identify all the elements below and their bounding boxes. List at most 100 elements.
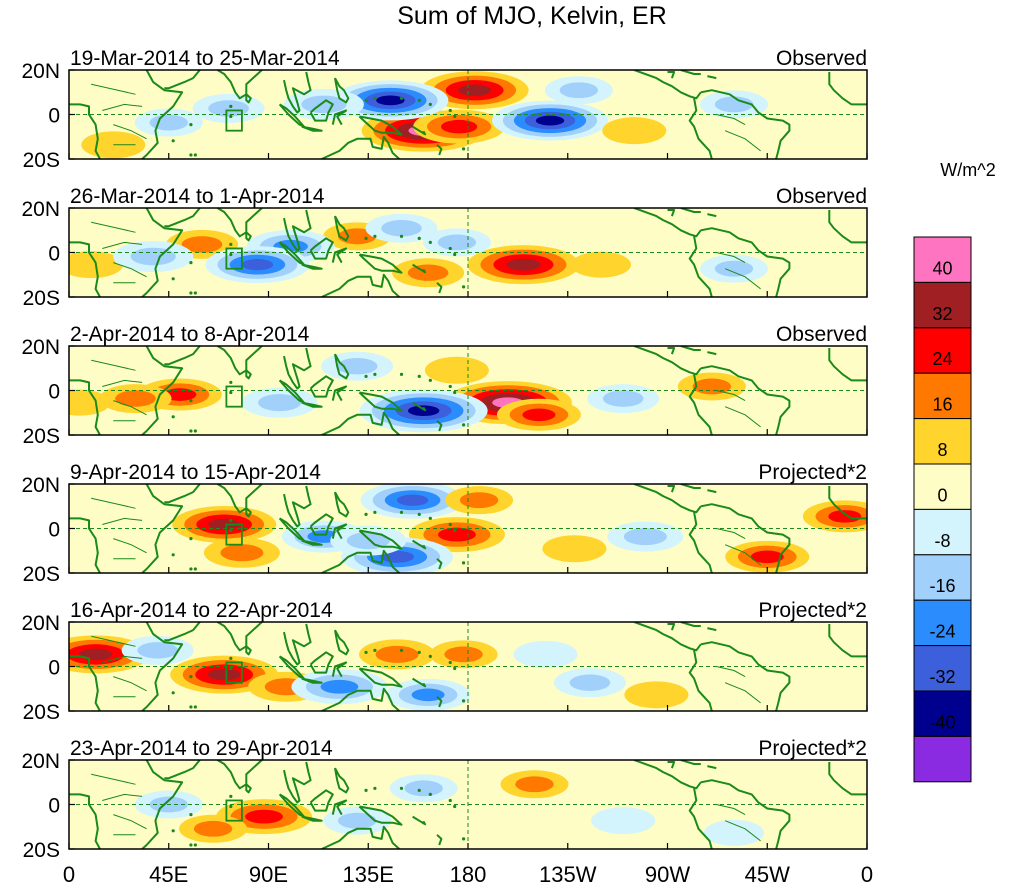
colorbar-tick-label: 24 (932, 349, 952, 369)
anomaly-contour (245, 809, 283, 824)
coastline (245, 369, 252, 380)
island (229, 114, 233, 119)
coastline (301, 401, 323, 408)
anomaly-contour (181, 236, 223, 253)
index-region-box (225, 109, 243, 132)
panel-kind: Projected*2 (758, 737, 867, 760)
island (399, 786, 404, 790)
y-tick-label: 20S (23, 425, 60, 448)
y-tick-label: 20S (23, 701, 60, 724)
coastline (334, 353, 350, 380)
panel-kind: Observed (776, 323, 867, 346)
coastline (667, 209, 676, 217)
colorbar-tick-label: -8 (934, 531, 950, 551)
anomaly-contour (571, 251, 631, 278)
island (417, 512, 421, 516)
island (189, 537, 193, 541)
island (229, 242, 233, 247)
anomaly-contour (750, 550, 784, 564)
coastline (633, 70, 702, 100)
island (189, 429, 193, 433)
coastline (283, 623, 312, 666)
island (189, 399, 193, 403)
anomaly-contour (407, 405, 440, 417)
island (417, 788, 421, 792)
y-tick-label: 20S (23, 149, 60, 172)
panel-period: 16-Apr-2014 to 22-Apr-2014 (70, 599, 333, 622)
anomaly-contour (506, 258, 541, 271)
country-border (113, 262, 147, 278)
coastline (309, 513, 334, 536)
coastline (164, 484, 201, 504)
coastline (700, 503, 791, 573)
country-border (716, 528, 746, 540)
y-tick-label: 0 (48, 519, 60, 542)
anomaly-contour (207, 668, 241, 681)
anomaly-contour (444, 646, 483, 663)
island (364, 512, 368, 516)
anomaly-contour (115, 390, 156, 407)
coastline (633, 346, 702, 376)
country-border (724, 544, 761, 566)
country-border (91, 773, 136, 785)
coastline (436, 834, 443, 846)
y-tick-label: 20N (21, 474, 60, 497)
coastline (321, 687, 400, 711)
coastline (633, 208, 702, 238)
island (171, 277, 175, 281)
island (364, 374, 368, 378)
island (364, 788, 368, 792)
coastline (688, 98, 713, 159)
y-tick-label: 20N (21, 750, 60, 773)
colorbar-tick-label: -24 (929, 622, 955, 642)
coastline (334, 77, 350, 104)
island (422, 269, 426, 273)
coastline (707, 489, 717, 494)
coastline (283, 347, 312, 390)
island (461, 423, 466, 427)
y-tick-label: 20N (21, 612, 60, 635)
colorbar-tick-label: -16 (929, 576, 955, 596)
coastline (245, 231, 252, 242)
island (422, 407, 426, 411)
coastline (680, 622, 701, 627)
island (229, 252, 233, 257)
coastline (216, 760, 263, 790)
anomaly-contour (692, 378, 732, 395)
coastline (828, 624, 867, 658)
island (193, 153, 197, 157)
x-tick-label: 135E (343, 862, 394, 887)
colorbar-swatch (913, 599, 972, 647)
colorbar-swatch (913, 508, 972, 556)
coastline (707, 627, 717, 632)
country-border (716, 390, 746, 402)
anomaly-contour (404, 780, 443, 797)
coastlines (69, 208, 867, 297)
country-border (724, 682, 761, 704)
coastline (667, 623, 676, 631)
country-border (102, 379, 143, 387)
island (189, 813, 193, 817)
island (364, 236, 368, 240)
coastline (358, 667, 403, 688)
coastline (700, 365, 791, 435)
coastline (334, 491, 350, 518)
coastline (334, 767, 350, 794)
coastline (688, 236, 713, 297)
coastline (700, 641, 791, 711)
y-tick-label: 0 (48, 795, 60, 818)
coastline (301, 815, 323, 822)
island (373, 372, 377, 376)
coastline (69, 793, 101, 849)
coastline (216, 346, 263, 376)
coastline (633, 484, 702, 514)
country-border (102, 517, 143, 525)
coastline (321, 825, 400, 849)
anomaly-contour (193, 820, 233, 837)
coastlines (69, 760, 867, 849)
colorbar-unit: W/m^2 (940, 160, 995, 180)
island (453, 804, 457, 809)
island (448, 522, 452, 527)
anomaly-contour (714, 260, 754, 277)
island (229, 390, 233, 395)
